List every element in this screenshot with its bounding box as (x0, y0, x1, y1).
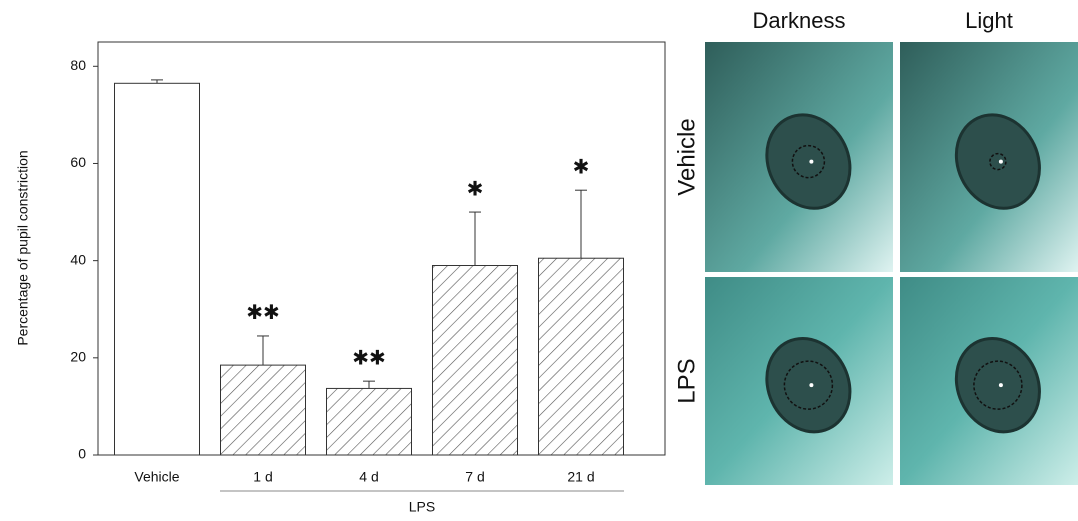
row-label: Vehicle (673, 118, 700, 195)
glint (809, 383, 814, 388)
column-label: Light (965, 8, 1013, 33)
bar (326, 387, 412, 456)
x-tick-label: Vehicle (134, 469, 179, 485)
row-label: LPS (673, 358, 700, 403)
significance-label: ✱✱ (246, 302, 280, 324)
group-label: LPS (409, 499, 435, 515)
x-tick-label: 4 d (359, 469, 378, 485)
y-tick-label: 0 (78, 446, 86, 462)
bar (220, 364, 306, 456)
bar (114, 82, 200, 456)
pupil (989, 152, 1007, 171)
significance-label: ✱ (573, 156, 590, 178)
x-tick-label: 7 d (465, 469, 484, 485)
eye (954, 113, 1041, 210)
bar (538, 257, 624, 456)
glint (809, 159, 814, 164)
y-tick-label: 80 (70, 57, 86, 73)
pupil (783, 360, 834, 410)
glint (998, 383, 1003, 388)
y-tick-label: 20 (70, 349, 86, 365)
significance-label: ✱✱ (352, 347, 386, 369)
bar (432, 265, 518, 456)
significance-label: ✱ (467, 178, 484, 200)
pupil (791, 144, 826, 179)
eye (765, 336, 852, 434)
eye (954, 336, 1041, 434)
y-tick-label: 60 (70, 154, 86, 170)
eye (765, 113, 852, 210)
pupil (973, 360, 1023, 410)
x-tick-label: 21 d (567, 469, 594, 485)
y-tick-label: 40 (70, 251, 86, 267)
column-label: Darkness (753, 8, 846, 33)
glint (998, 159, 1003, 164)
x-tick-label: 1 d (253, 469, 272, 485)
image-panel: Darkness Light Vehicle LPS (673, 8, 1078, 485)
y-axis-label: Percentage of pupil constriction (15, 150, 31, 345)
